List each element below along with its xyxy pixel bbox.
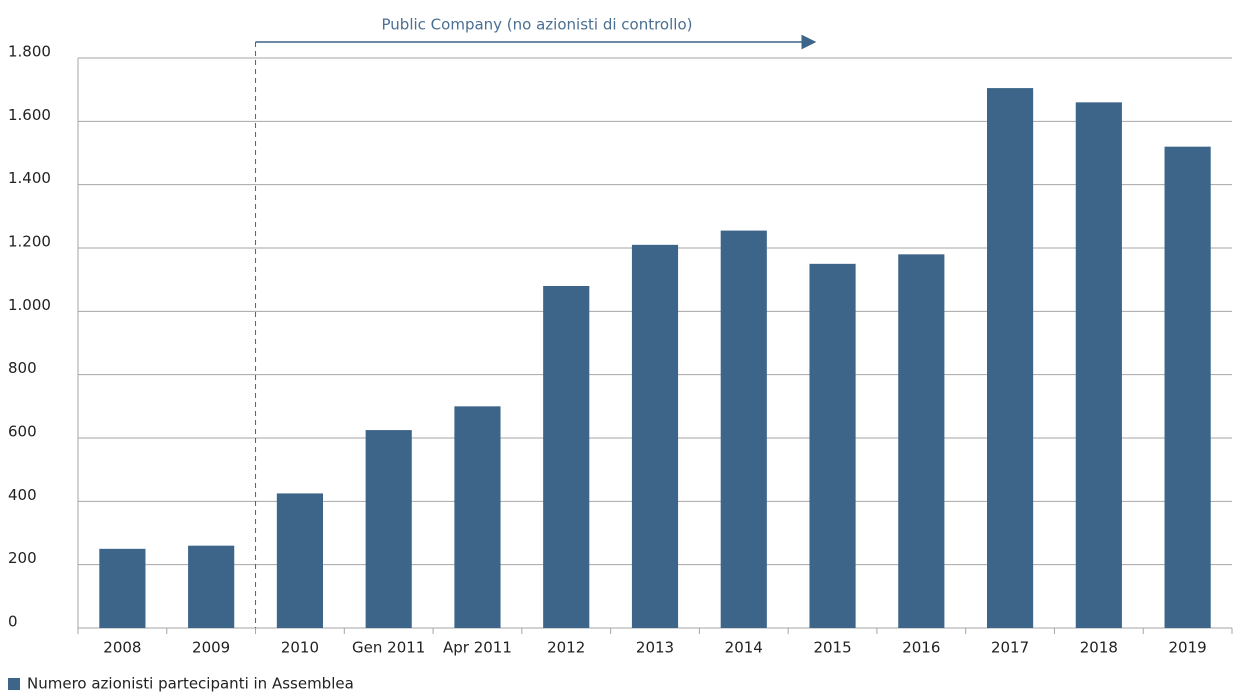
x-tick-label: 2015 bbox=[813, 639, 851, 657]
x-tick-label: Apr 2011 bbox=[443, 639, 512, 657]
y-tick-label: 600 bbox=[8, 423, 37, 441]
x-tick-label: 2019 bbox=[1169, 639, 1207, 657]
y-tick-label: 1.000 bbox=[8, 296, 51, 314]
x-tick-label: 2013 bbox=[636, 639, 674, 657]
x-tick-label: 2018 bbox=[1080, 639, 1118, 657]
x-tick-label: 2009 bbox=[192, 639, 230, 657]
bar bbox=[1075, 102, 1122, 629]
bar bbox=[631, 244, 679, 629]
bar bbox=[543, 286, 590, 628]
x-tick-label: 2014 bbox=[725, 639, 763, 657]
x-tick-label: 2010 bbox=[281, 639, 319, 657]
x-tick-label: Gen 2011 bbox=[352, 639, 425, 657]
bar bbox=[99, 548, 146, 628]
x-tick-label: 2012 bbox=[547, 639, 585, 657]
bar bbox=[454, 406, 501, 628]
bar bbox=[1164, 146, 1211, 628]
y-tick-label: 1.800 bbox=[8, 43, 51, 61]
y-tick-label: 800 bbox=[8, 359, 37, 377]
y-tick-label: 1.400 bbox=[8, 169, 51, 187]
legend-label: Numero azionisti partecipanti in Assembl… bbox=[27, 675, 354, 693]
y-tick-label: 1.600 bbox=[8, 106, 51, 124]
bar bbox=[276, 493, 324, 628]
bar bbox=[809, 263, 856, 628]
legend-swatch bbox=[8, 678, 20, 690]
x-tick-label: 2016 bbox=[902, 639, 940, 657]
bar bbox=[365, 430, 412, 628]
annotation: Public Company (no azionisti di controll… bbox=[382, 16, 693, 34]
x-tick-label: 2008 bbox=[103, 639, 141, 657]
x-tick-label: 2017 bbox=[991, 639, 1029, 657]
y-tick-label: 400 bbox=[8, 486, 37, 504]
bar bbox=[188, 545, 235, 628]
bar bbox=[898, 254, 945, 629]
y-tick-label: 200 bbox=[8, 549, 37, 567]
bar bbox=[720, 230, 767, 629]
y-tick-label: 1.200 bbox=[8, 233, 51, 251]
bar bbox=[986, 88, 1034, 629]
y-tick-label: 0 bbox=[8, 613, 18, 631]
